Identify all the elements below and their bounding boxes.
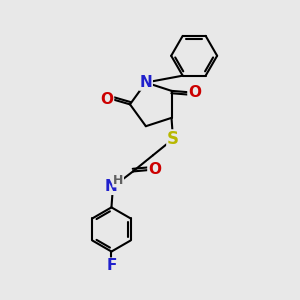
Text: O: O [100, 92, 113, 106]
Text: O: O [148, 162, 161, 177]
Text: O: O [188, 85, 201, 100]
Text: H: H [113, 174, 123, 187]
Text: N: N [105, 179, 118, 194]
Text: S: S [167, 130, 179, 148]
Text: N: N [140, 75, 152, 90]
Text: F: F [106, 258, 117, 273]
